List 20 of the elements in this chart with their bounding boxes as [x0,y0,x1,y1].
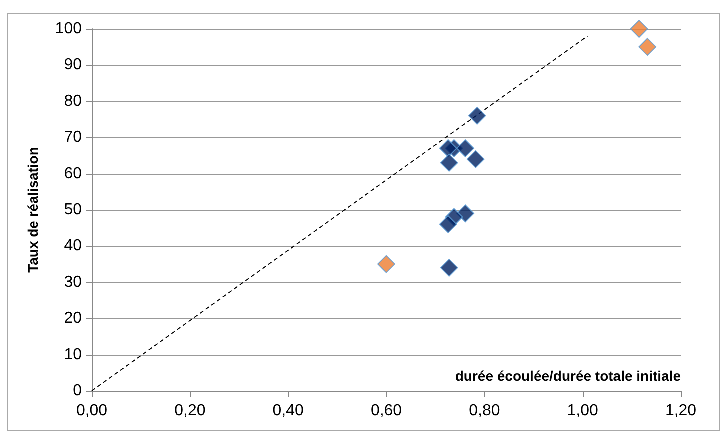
x-axis-title: durée écoulée/durée totale initiale [455,368,682,384]
y-tick-label: 0 [73,382,82,400]
y-tick-label: 20 [64,310,82,328]
y-tick-label: 90 [64,56,82,74]
y-tick-label: 10 [64,346,82,364]
y-tick-label: 100 [55,20,82,38]
y-axis-title: Taux de réalisation [25,147,41,273]
y-tick-label: 40 [64,238,82,255]
x-tick-label: 0,60 [370,402,402,420]
x-tick-label: 1,00 [567,402,599,420]
x-tick-label: 0,40 [272,402,304,420]
y-tick-label: 60 [64,165,82,182]
x-tick-label: 0,20 [174,402,206,420]
y-tick-label: 50 [64,202,82,218]
y-tick-label: 30 [64,274,82,291]
x-tick-label: 0,80 [469,402,500,420]
y-tick-label: 70 [64,129,82,146]
x-tick-label: 1,20 [665,402,697,420]
x-tick-label: 0,00 [76,402,108,420]
y-tick-label: 80 [64,92,82,110]
